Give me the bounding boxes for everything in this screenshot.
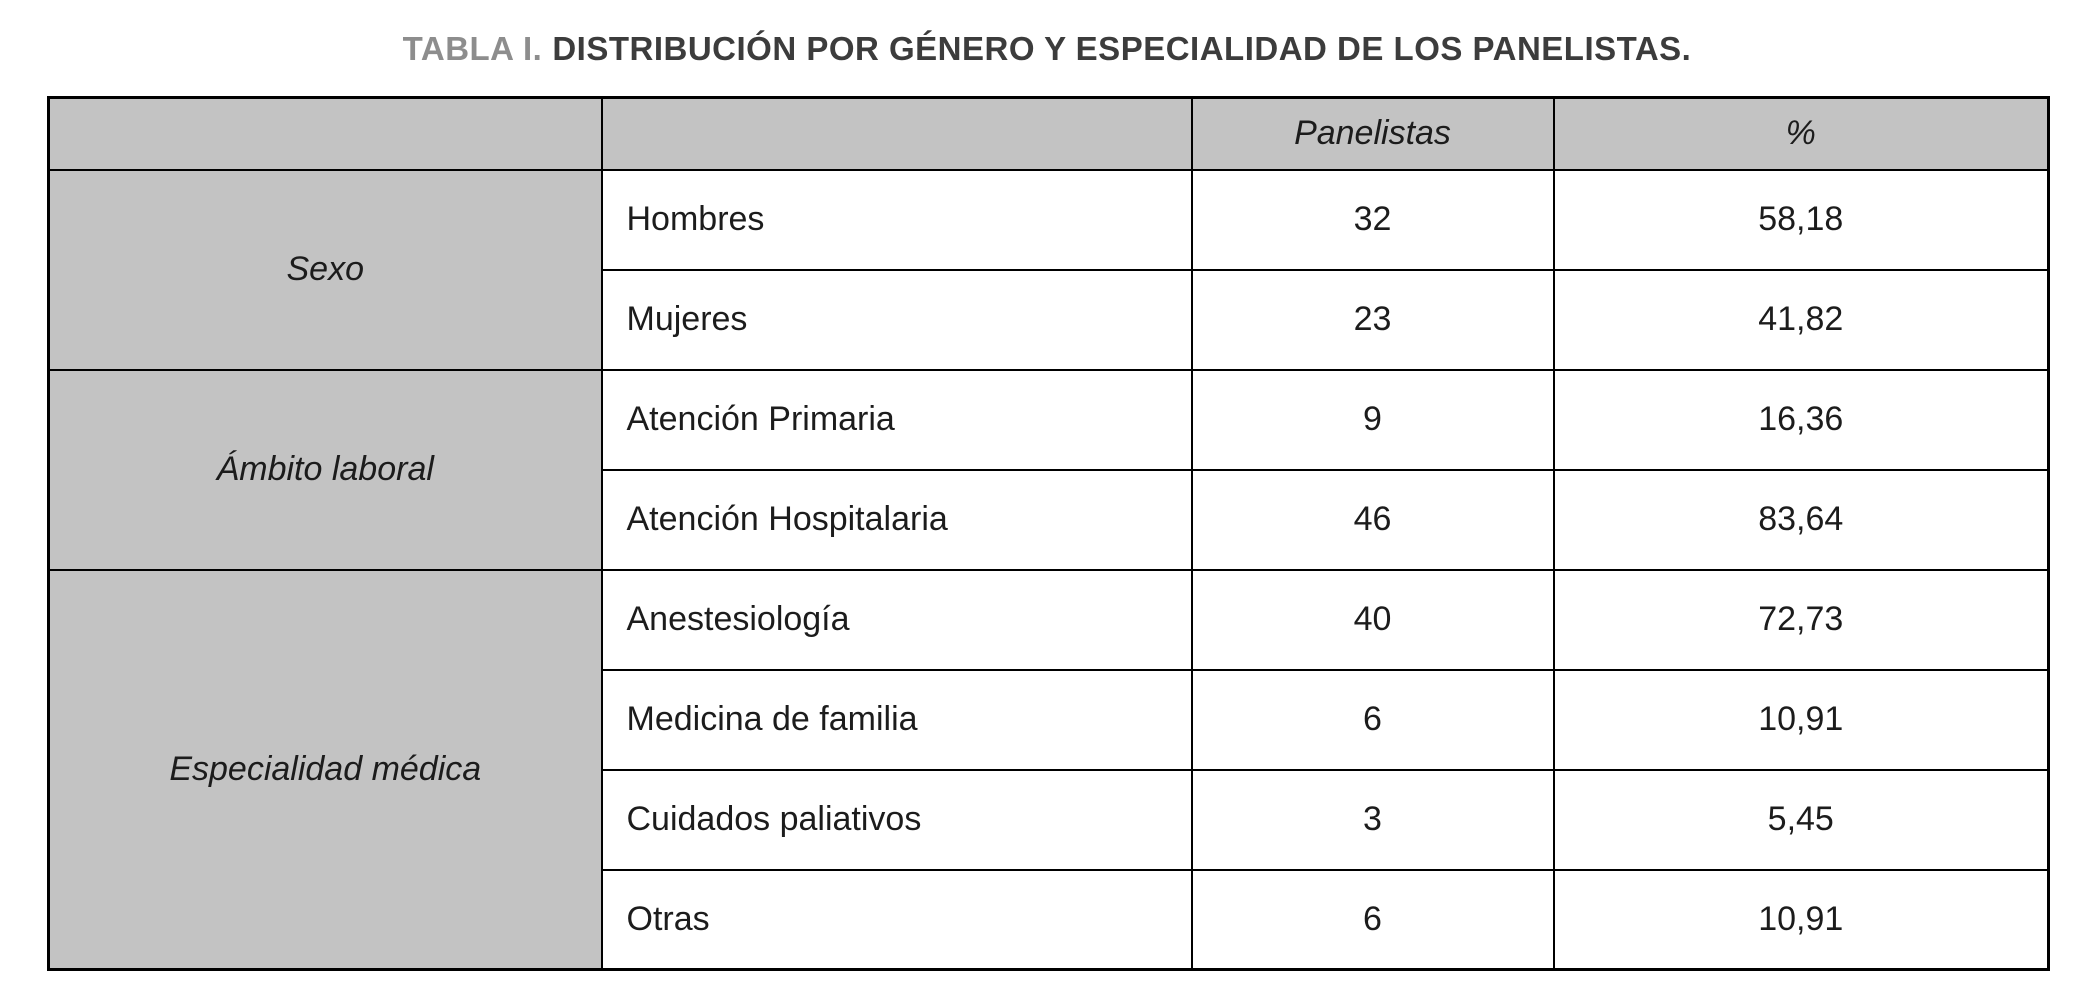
panelistas-cell: 6 <box>1190 868 1555 971</box>
category-cell: Atención Hospitalaria <box>600 468 1193 571</box>
panelistas-cell: 6 <box>1190 668 1555 771</box>
category-cell: Otras <box>600 868 1193 971</box>
table-caption-tag: TABLA I. <box>402 30 543 67</box>
table-row: Medicina de familia 6 10,91 <box>49 668 2050 771</box>
category-cell: Hombres <box>600 168 1193 271</box>
group-label-especialidad-medica: Especialidad médica <box>47 568 603 971</box>
header-empty-category <box>600 96 1193 171</box>
percent-cell: 83,64 <box>1552 468 2050 571</box>
distribution-table: Panelistas % Sexo Hombres 32 58,18 Mujer… <box>47 96 2050 971</box>
category-cell: Cuidados paliativos <box>600 768 1193 871</box>
table-row: Atención Hospitalaria 46 83,64 <box>49 468 2050 571</box>
percent-cell: 5,45 <box>1552 768 2050 871</box>
table-row: Mujeres 23 41,82 <box>49 268 2050 371</box>
percent-cell: 10,91 <box>1552 668 2050 771</box>
table-row: Sexo Hombres 32 58,18 <box>47 168 2050 371</box>
panelistas-cell: 23 <box>1190 268 1555 371</box>
panelistas-cell: 46 <box>1190 468 1555 571</box>
percent-cell: 58,18 <box>1552 168 2050 271</box>
panelistas-cell: 9 <box>1190 368 1555 471</box>
table-caption-text: DISTRIBUCIÓN POR GÉNERO Y ESPECIALIDAD D… <box>552 30 1692 67</box>
group-label-ambito-laboral: Ámbito laboral <box>47 368 603 571</box>
header-panelistas: Panelistas <box>1190 96 1555 171</box>
percent-cell: 72,73 <box>1552 568 2050 671</box>
table-row: Ámbito laboral Atención Primaria 9 16,36 <box>47 368 2050 571</box>
header-percent: % <box>1552 96 2050 171</box>
panelistas-cell: 40 <box>1190 568 1555 671</box>
category-cell: Medicina de familia <box>600 668 1193 771</box>
category-cell: Atención Primaria <box>600 368 1193 471</box>
percent-cell: 16,36 <box>1552 368 2050 471</box>
table-row: Cuidados paliativos 3 5,45 <box>49 768 2050 871</box>
category-cell: Mujeres <box>600 268 1193 371</box>
category-cell: Anestesiología <box>600 568 1193 671</box>
header-empty-group <box>47 96 603 171</box>
percent-cell: 10,91 <box>1552 868 2050 971</box>
table-row: Otras 6 10,91 <box>49 868 2050 971</box>
table-row: Especialidad médica Anestesiología 40 72… <box>47 568 2050 971</box>
header-row: Panelistas % <box>47 96 2050 171</box>
panelistas-cell: 3 <box>1190 768 1555 871</box>
group-label-sexo: Sexo <box>47 168 603 371</box>
table-caption: TABLA I. DISTRIBUCIÓN POR GÉNERO Y ESPECI… <box>0 0 2094 68</box>
percent-cell: 41,82 <box>1552 268 2050 371</box>
panelistas-cell: 32 <box>1190 168 1555 271</box>
